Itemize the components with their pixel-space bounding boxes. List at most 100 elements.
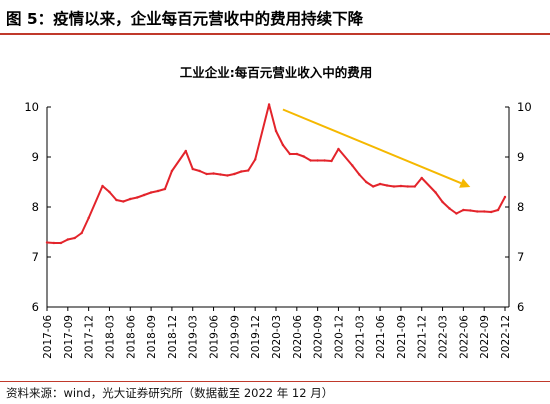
- y-tick-label-right: 7: [517, 250, 524, 264]
- data-point: [226, 174, 229, 177]
- data-point: [163, 187, 167, 191]
- data-point: [247, 169, 250, 172]
- data-point: [469, 209, 472, 212]
- data-point: [240, 170, 243, 173]
- data-point: [45, 241, 49, 244]
- y-tick-label-right: 8: [517, 200, 524, 214]
- data-point: [108, 190, 111, 194]
- data-point: [281, 143, 285, 147]
- source-divider: [0, 381, 550, 382]
- data-point: [371, 185, 375, 188]
- x-tick-label: 2018-06: [125, 315, 137, 359]
- series-line: [46, 103, 506, 244]
- data-point: [267, 103, 271, 106]
- data-point: [87, 216, 90, 220]
- data-point: [365, 180, 368, 184]
- y-tick-label-right: 10: [517, 100, 532, 114]
- y-tick-label-left: 8: [32, 200, 39, 214]
- y-tick-label-left: 9: [32, 150, 39, 164]
- x-tick-label: 2020-06: [292, 315, 304, 359]
- data-point: [476, 210, 479, 213]
- data-point: [156, 189, 160, 193]
- annotations: [282, 108, 471, 188]
- data-point: [378, 182, 382, 186]
- data-point: [455, 212, 458, 215]
- x-tick-label: 2021-12: [417, 315, 429, 359]
- data-point: [462, 208, 465, 212]
- source-note: 资料来源：wind，光大证券研究所（数据截至 2022 年 12 月）: [6, 386, 334, 400]
- title-divider: [0, 33, 550, 35]
- data-point: [323, 159, 326, 162]
- data-point: [233, 172, 236, 176]
- data-point: [309, 159, 312, 162]
- data-point: [274, 129, 278, 133]
- x-tick-label: 2021-03: [354, 315, 366, 359]
- x-tick-label: 2022-09: [479, 315, 491, 359]
- data-point: [142, 193, 146, 197]
- data-point: [288, 152, 292, 156]
- x-tick-label: 2019-03: [188, 315, 200, 359]
- x-tick-label: 2018-12: [167, 315, 179, 359]
- data-point: [399, 184, 403, 188]
- data-point: [59, 241, 63, 245]
- y-tick-label-left: 10: [24, 100, 39, 114]
- data-point: [337, 147, 340, 151]
- data-point: [219, 173, 222, 176]
- x-tick-label: 2017-06: [42, 315, 54, 359]
- data-point: [212, 172, 215, 175]
- data-point: [73, 236, 76, 240]
- data-point: [101, 184, 104, 188]
- figure-title: 图 5：疫情以来，企业每百元营收中的费用持续下降: [6, 10, 364, 28]
- data-point: [330, 159, 333, 163]
- x-tick-label: 2022-06: [458, 315, 470, 359]
- x-tick-label: 2017-12: [84, 315, 96, 359]
- data-point: [406, 185, 410, 188]
- data-point: [122, 200, 125, 203]
- data-point: [295, 152, 299, 156]
- x-tick-label: 2022-12: [500, 315, 512, 359]
- data-point: [115, 198, 118, 202]
- data-point: [420, 176, 423, 180]
- x-tick-label: 2018-09: [146, 315, 158, 359]
- data-point: [302, 155, 305, 158]
- data-point: [205, 172, 208, 176]
- x-tick-label: 2021-06: [375, 315, 387, 359]
- data-point: [385, 184, 389, 187]
- data-point: [316, 159, 319, 162]
- series-group: [45, 103, 507, 245]
- trend-arrow-head: [459, 178, 471, 188]
- x-tick-label: 2021-09: [396, 315, 408, 359]
- data-point: [66, 238, 70, 241]
- axes: 6 6 7 7 8 8 9 9 10 10 2017-06 2017-09 2017-12 2018-03…: [24, 100, 531, 359]
- data-point: [482, 210, 486, 213]
- data-point: [448, 207, 451, 210]
- data-point: [351, 164, 354, 167]
- x-tick-label: 2017-09: [63, 315, 75, 359]
- x-tick-label: 2019-09: [229, 315, 241, 359]
- data-point: [503, 195, 507, 199]
- data-point: [358, 173, 361, 176]
- chart-title: 工业企业:每百元营业收入中的费用: [180, 65, 373, 80]
- data-point: [489, 210, 493, 214]
- data-point: [441, 200, 444, 204]
- data-point: [80, 231, 83, 235]
- data-point: [129, 197, 132, 201]
- data-point: [136, 196, 139, 199]
- data-point: [198, 169, 201, 173]
- data-point: [52, 241, 56, 245]
- trend-arrow-shaft: [282, 108, 462, 185]
- line-chart: 工业企业:每百元营业收入中的费用 6 6 7 7 8 8 9 9 10 10 2017-06 2017…: [24, 65, 531, 359]
- y-tick-label-right: 9: [517, 150, 524, 164]
- x-tick-label: 2020-03: [271, 315, 283, 359]
- x-tick-label: 2020-09: [313, 315, 325, 359]
- data-point: [413, 185, 416, 188]
- data-point: [149, 191, 153, 194]
- data-point: [191, 167, 194, 171]
- x-tick-label: 2022-03: [438, 315, 450, 359]
- x-tick-label: 2019-12: [250, 315, 262, 359]
- figure-header: 图 5：疫情以来，企业每百元营收中的费用持续下降: [0, 0, 550, 36]
- y-tick-label-left: 6: [32, 300, 39, 314]
- data-point: [434, 191, 437, 194]
- x-tick-label: 2019-06: [209, 315, 221, 359]
- y-tick-label-left: 7: [32, 250, 39, 264]
